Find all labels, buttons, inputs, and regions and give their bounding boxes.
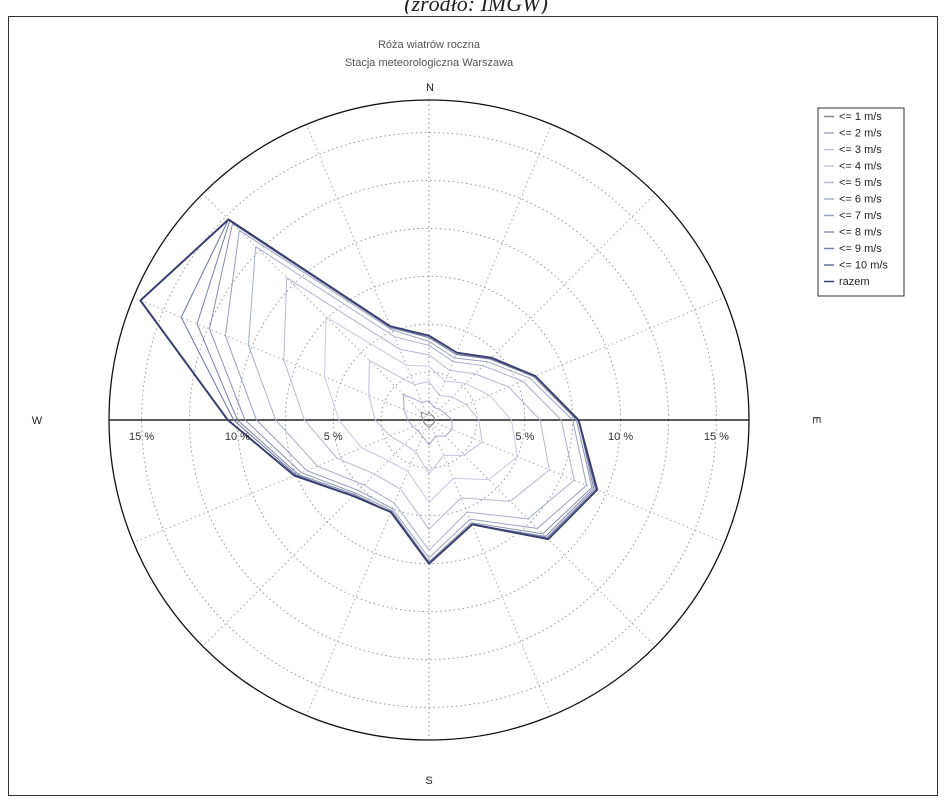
legend-entry: <= 5 m/s (839, 177, 882, 189)
radial-tick-label: 15 % (704, 431, 729, 443)
compass-label-west: W (32, 415, 43, 427)
legend-entry: <= 6 m/s (839, 194, 882, 206)
series-polygon (247, 246, 575, 551)
grid-spoke (428, 419, 725, 543)
legend-entry: <= 7 m/s (839, 210, 882, 222)
compass-label-east: E (810, 416, 822, 423)
grid-spoke (428, 419, 656, 647)
compass-axes (108, 99, 750, 741)
chart-frame: Róża wiatrów roczna Stacja meteorologicz… (8, 16, 938, 796)
grid-spoke (202, 193, 430, 421)
compass-label-south: S (425, 775, 432, 787)
wind-rose-chart: Róża wiatrów roczna Stacja meteorologicz… (32, 39, 905, 787)
grid-spoke (133, 297, 430, 421)
series-polygon (139, 218, 599, 565)
legend-entry: <= 3 m/s (839, 144, 882, 156)
grid-spoke (133, 419, 430, 543)
chart-subtitle: Stacja meteorologiczna Warszawa (345, 57, 514, 69)
legend-entry: <= 10 m/s (839, 260, 888, 272)
radial-tick-label: 5 % (515, 431, 534, 443)
radial-tick-label: 5 % (324, 431, 343, 443)
grid-spoke (306, 419, 430, 716)
series-polygon (224, 229, 588, 559)
grid-spoke (428, 297, 725, 421)
radial-tick-labels: 5 % 5 % 10 % 10 % 15 % 15 % (129, 431, 729, 443)
radial-tick-label: 15 % (129, 431, 154, 443)
series-layer (139, 218, 599, 565)
figure-caption: (źródło: IMGW) (404, 0, 548, 14)
series-polygon (209, 223, 593, 563)
radial-tick-label: 10 % (608, 431, 633, 443)
grid-spoke (428, 124, 552, 421)
outer-circle (108, 99, 750, 741)
legend-entry: <= 9 m/s (839, 243, 882, 255)
legend-entry: razem (839, 276, 870, 288)
series-polygon (420, 411, 436, 429)
radial-tick-label: 10 % (225, 431, 250, 443)
grid-spoke (306, 124, 430, 421)
compass-label-north: N (426, 82, 434, 94)
series-polygon (283, 277, 550, 530)
grid-spoke (202, 419, 430, 647)
legend-entry: <= 4 m/s (839, 161, 882, 173)
series-polygon (368, 359, 483, 475)
grid-spoke (428, 193, 656, 421)
grid-spoke (428, 419, 552, 716)
series-polygon (402, 393, 453, 446)
legend: <= 1 m/s <= 2 m/s <= 3 m/s <= 4 m/s <= 5 m/s… (817, 107, 905, 297)
legend-entry: <= 2 m/s (839, 128, 882, 140)
series-polygon (324, 316, 518, 503)
chart-title: Róża wiatrów roczna (378, 39, 481, 51)
legend-entry: <= 8 m/s (839, 227, 882, 239)
legend-entry: <= 1 m/s (839, 111, 882, 123)
